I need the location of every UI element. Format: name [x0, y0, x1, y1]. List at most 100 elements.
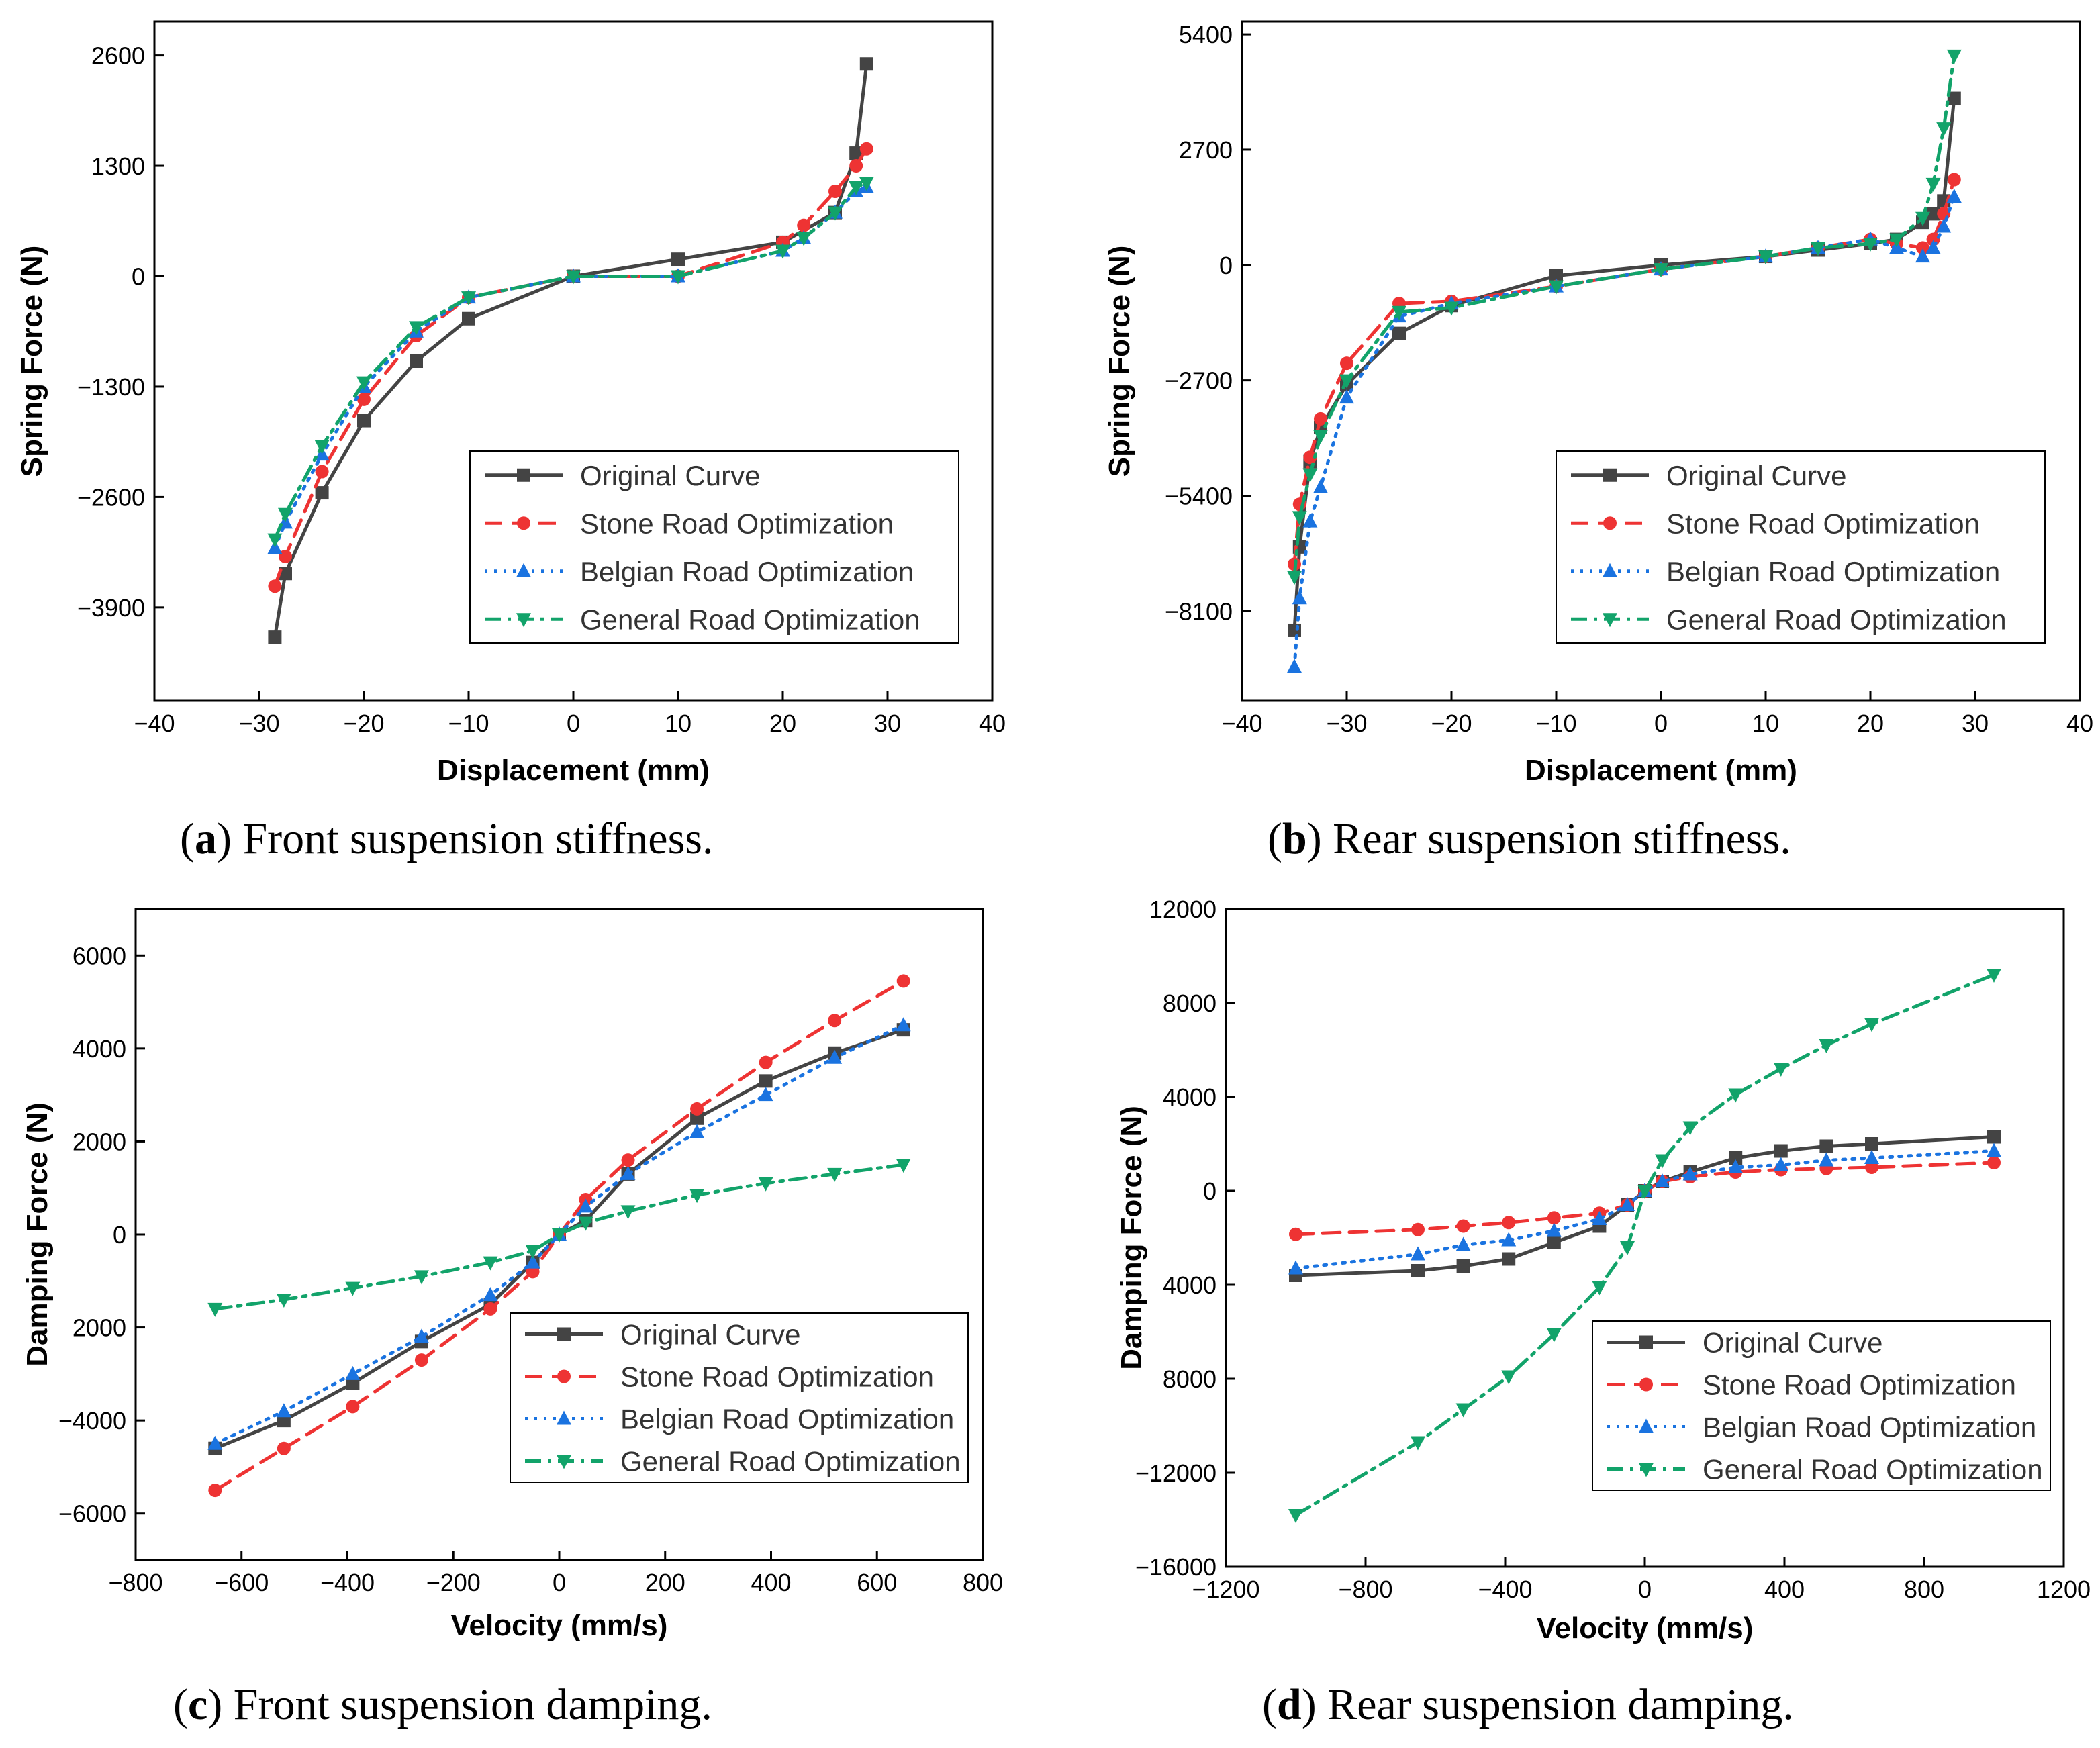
- data-point-original: [859, 57, 873, 71]
- x-tick-label: 0: [567, 710, 580, 737]
- legend-box: [1556, 450, 2046, 644]
- x-tick-label: 0: [1638, 1575, 1652, 1603]
- data-point-original: [1411, 1264, 1425, 1277]
- data-point-general: [1302, 468, 1318, 483]
- data-point-original: [1456, 1259, 1470, 1273]
- legend-label-original: Original Curve: [580, 460, 760, 491]
- series-belgian: [1288, 1143, 2001, 1275]
- y-tick-label: 0: [132, 263, 145, 291]
- data-point-belgian: [276, 1403, 291, 1418]
- data-point-stone: [1502, 1216, 1516, 1230]
- data-point-belgian: [1987, 1143, 2001, 1157]
- legend: Original Curve Stone Road Optimization Bel…: [469, 450, 959, 644]
- data-point-stone: [1947, 173, 1961, 187]
- legend-label-original: Original Curve: [1666, 460, 1846, 491]
- data-point-belgian: [414, 1328, 429, 1343]
- data-point-belgian: [1592, 1211, 1607, 1225]
- series-line-belgian: [1294, 1149, 1996, 1270]
- data-point-general: [620, 1205, 636, 1220]
- legend-marker-stone: [1639, 1377, 1653, 1392]
- data-point-stone: [315, 465, 329, 479]
- data-point-stone: [279, 549, 292, 563]
- data-point-stone: [1916, 241, 1929, 255]
- y-tick-label: 4000: [73, 1035, 126, 1063]
- y-tick-label: 0: [1203, 1177, 1216, 1205]
- data-point-general: [1987, 969, 2001, 983]
- data-point-stone: [483, 1302, 497, 1316]
- data-point-stone: [268, 579, 282, 593]
- data-point-stone: [621, 1153, 635, 1167]
- data-point-original: [1392, 326, 1406, 340]
- y-tick-label: 2600: [91, 42, 145, 70]
- legend-marker-general: [516, 613, 531, 628]
- data-point-general: [1287, 571, 1302, 585]
- data-point-belgian: [1411, 1246, 1425, 1261]
- data-point-stone: [277, 1441, 291, 1455]
- legend-box: [1592, 1320, 2051, 1491]
- series-line-original: [273, 62, 869, 639]
- data-point-general: [1288, 1509, 1303, 1523]
- x-axis-label: Velocity (mm/s): [451, 1609, 668, 1642]
- x-tick-label: −400: [320, 1569, 375, 1596]
- data-point-stone: [414, 1353, 428, 1367]
- x-tick-label: 400: [751, 1569, 791, 1596]
- data-point-original: [849, 146, 863, 160]
- legend-marker-stone: [557, 1369, 571, 1383]
- data-point-original: [1502, 1252, 1516, 1266]
- data-point-original: [357, 414, 371, 428]
- legend-marker-original: [1603, 468, 1617, 482]
- data-point-general: [1773, 1063, 1788, 1077]
- data-point-general: [207, 1302, 223, 1317]
- x-tick-label: 600: [857, 1569, 897, 1596]
- data-point-general: [267, 533, 283, 548]
- data-point-general: [1549, 280, 1564, 295]
- data-point-original: [1729, 1151, 1743, 1165]
- data-point-general: [345, 1281, 361, 1296]
- data-point-belgian: [1313, 479, 1328, 493]
- y-tick-label: −1300: [77, 373, 145, 401]
- data-point-general: [775, 244, 790, 259]
- x-axis-label: Displacement (mm): [437, 754, 710, 787]
- data-point-belgian: [896, 1017, 911, 1032]
- data-point-stone: [759, 1055, 773, 1069]
- data-point-general: [276, 1294, 291, 1308]
- data-point-general: [414, 1270, 429, 1285]
- x-tick-label: −200: [426, 1569, 481, 1596]
- y-tick-label: 2000: [73, 1128, 126, 1155]
- legend-label-stone: Stone Road Optimization: [620, 1361, 934, 1393]
- data-point-general: [1546, 1328, 1562, 1343]
- data-point-stone: [797, 218, 811, 232]
- x-tick-label: −40: [134, 710, 175, 737]
- data-point-general: [758, 1177, 773, 1192]
- legend-label-general: General Road Optimization: [620, 1446, 961, 1477]
- x-tick-label: −400: [1478, 1575, 1532, 1603]
- data-point-general: [1946, 49, 1962, 64]
- data-point-original: [1549, 269, 1563, 283]
- data-point-stone: [1456, 1219, 1470, 1233]
- x-axis-label: Displacement (mm): [1525, 754, 1797, 787]
- x-tick-label: 20: [769, 710, 796, 737]
- data-point-belgian: [620, 1165, 636, 1180]
- data-point-belgian: [1655, 1173, 1670, 1187]
- legend-marker-belgian: [1639, 1418, 1654, 1433]
- data-point-general: [1655, 1154, 1670, 1169]
- data-point-general: [409, 321, 424, 336]
- x-tick-label: 20: [1857, 710, 1884, 737]
- data-point-belgian: [1864, 1150, 1879, 1164]
- x-tick-label: 0: [1654, 710, 1668, 737]
- data-point-original: [759, 1074, 773, 1088]
- data-point-stone: [1289, 1227, 1302, 1241]
- data-point-general: [525, 1245, 540, 1259]
- caption-b: (b) Rear suspension stiffness.: [1268, 814, 1791, 863]
- data-point-general: [578, 1216, 593, 1231]
- data-point-general: [566, 270, 581, 285]
- data-point-stone: [859, 142, 873, 156]
- caption-c: (c) Front suspension damping.: [173, 1680, 712, 1729]
- x-tick-label: −800: [1338, 1575, 1392, 1603]
- legend-label-general: General Road Optimization: [1703, 1454, 2043, 1486]
- data-point-general: [1863, 237, 1878, 252]
- legend-label-belgian: Belgian Road Optimization: [1703, 1412, 2036, 1443]
- legend-marker-belgian: [516, 563, 531, 577]
- x-tick-label: −1200: [1192, 1575, 1259, 1603]
